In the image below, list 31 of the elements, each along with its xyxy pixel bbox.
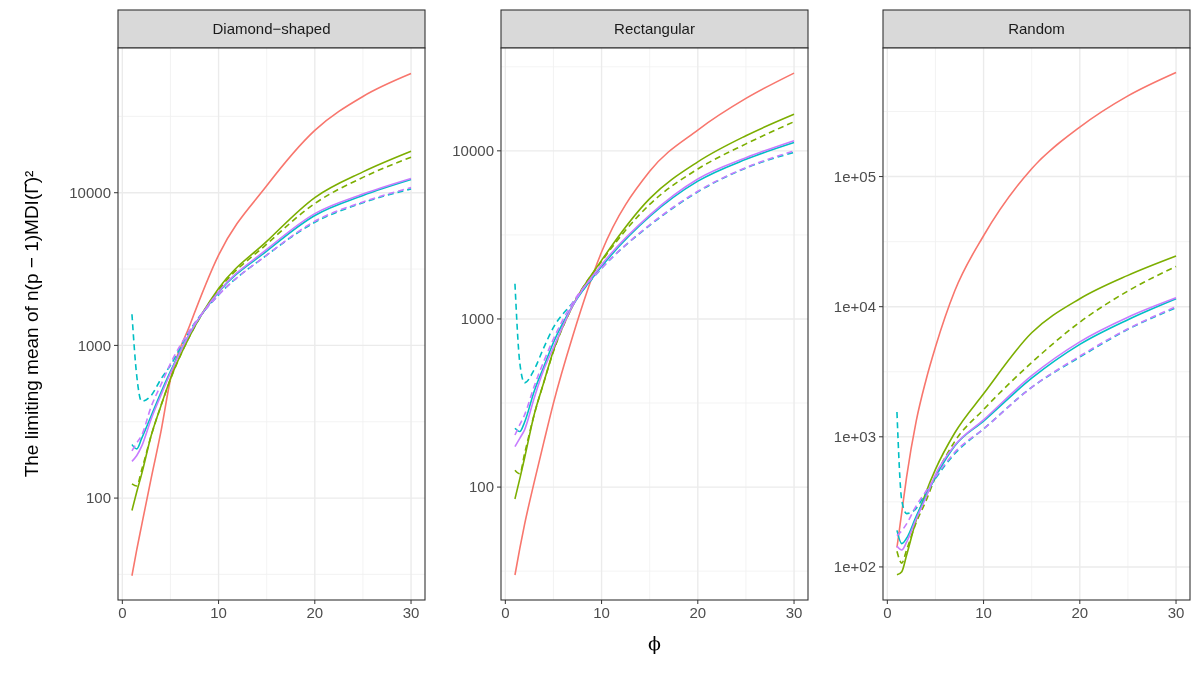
x-tick-label: 20 xyxy=(1071,604,1089,621)
x-tick-label: 10 xyxy=(210,604,227,621)
chart-title: Diamond−shaped xyxy=(212,20,331,38)
y-tick-label: 1000 xyxy=(460,310,494,328)
y-tick-label: 1e+05 xyxy=(833,167,876,185)
chart-title: Rectangular xyxy=(614,20,695,38)
x-tick-label: 10 xyxy=(975,604,992,621)
line-series xyxy=(514,72,795,576)
y-axis-title: The limiting mean of n(p − 1)MDI(Γ̂)² xyxy=(21,170,42,478)
x-axis-title: ϕ xyxy=(648,632,662,654)
y-tick-label: 100 xyxy=(85,489,111,507)
x-tick-label: 20 xyxy=(689,604,707,621)
x-tick-label: 0 xyxy=(883,604,892,621)
chart-title: Random xyxy=(1008,20,1065,38)
line-series xyxy=(514,151,795,384)
y-tick-label: 1e+03 xyxy=(833,428,876,446)
line-series xyxy=(131,72,412,577)
y-tick-label: 1e+02 xyxy=(833,558,876,576)
y-tick-label: 10000 xyxy=(69,183,111,201)
x-tick-label: 30 xyxy=(785,604,803,621)
y-tick-label: 1000 xyxy=(77,336,111,354)
x-tick-label: 30 xyxy=(402,604,420,621)
y-tick-label: 1e+04 xyxy=(833,297,876,315)
line-series xyxy=(896,71,1177,549)
x-tick-label: 10 xyxy=(593,604,610,621)
x-tick-label: 0 xyxy=(501,604,510,621)
x-tick-label: 20 xyxy=(306,604,324,621)
x-tick-label: 0 xyxy=(118,604,127,621)
y-tick-label: 100 xyxy=(468,478,494,496)
y-tick-label: 10000 xyxy=(452,142,494,160)
x-tick-label: 30 xyxy=(1167,604,1185,621)
